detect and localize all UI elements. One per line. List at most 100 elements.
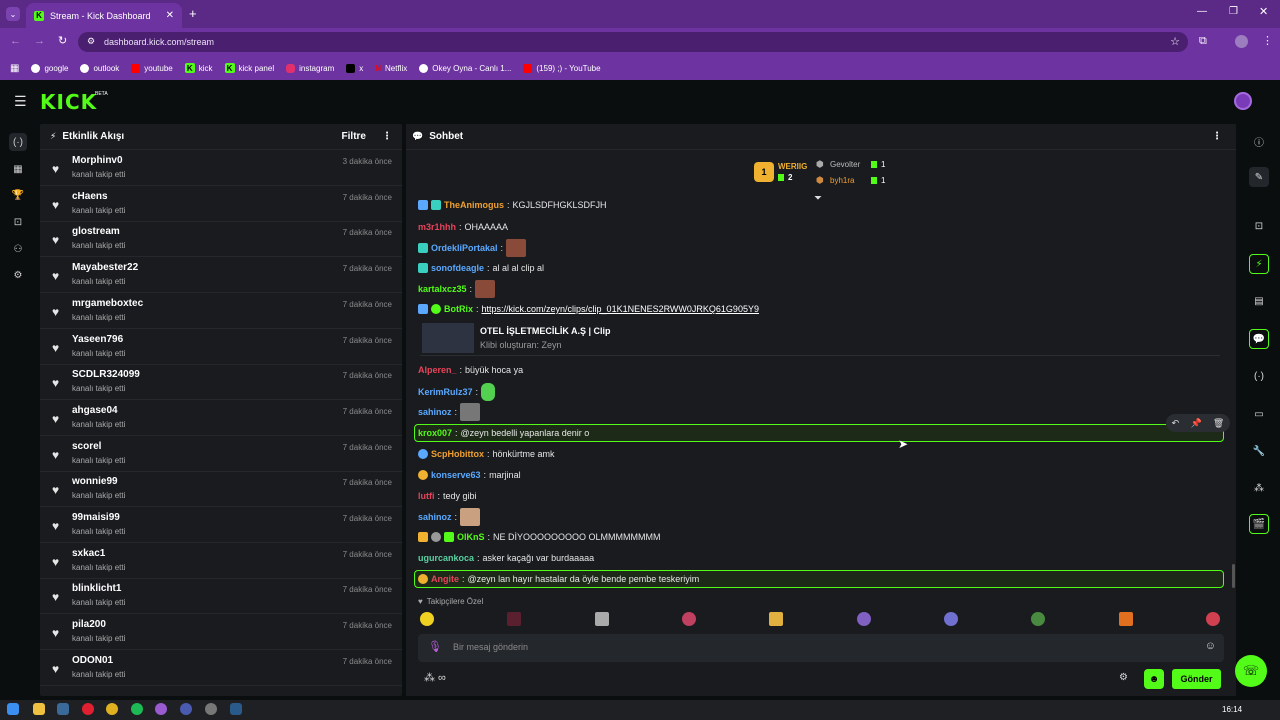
collapse-leaderboard-icon[interactable]: ⏷ (814, 193, 822, 204)
emote-icon[interactable] (943, 612, 958, 626)
chat-tools-icon[interactable]: ⁂ ∞ (424, 672, 446, 684)
emoji-picker-icon[interactable]: ☺ (1204, 640, 1216, 652)
chat-username[interactable]: ScpHobittox (431, 449, 484, 459)
follower-name[interactable]: wonnie99 (72, 476, 118, 488)
activity-item[interactable]: ♥ cHaens kanalı takip etti 7 dakika önce (40, 186, 402, 222)
follower-name[interactable]: SCDLR324099 (72, 369, 140, 381)
bookmark-google[interactable]: google (31, 63, 68, 73)
browser-taskbar-icon[interactable] (155, 703, 167, 715)
chat-username[interactable]: m3r1hhh (418, 222, 457, 232)
follower-name[interactable]: mrgameboxtec (72, 297, 144, 309)
emote-icon[interactable] (856, 612, 871, 626)
bookmark-youtube[interactable]: youtube (131, 63, 173, 73)
broadcast-icon[interactable]: (·) (1254, 370, 1264, 382)
chat-username[interactable]: kartalxcz35 (418, 284, 467, 294)
emote-icon[interactable] (1031, 612, 1046, 626)
bookmark-instagram[interactable]: instagram (286, 63, 334, 73)
follower-name[interactable]: blinklicht1 (72, 583, 122, 595)
close-window-icon[interactable]: ✕ (1259, 6, 1269, 18)
activity-item[interactable]: ♥ wonnie99 kanalı takip etti 7 dakika önce (40, 471, 402, 508)
tab-close-icon[interactable]: ✕ (165, 10, 174, 21)
opera-icon[interactable] (82, 703, 94, 715)
chat-username[interactable]: konserve63 (431, 470, 481, 480)
chat-username[interactable]: Alperen_ (418, 365, 457, 375)
browser-menu-icon[interactable]: ⋮ (1262, 35, 1273, 47)
site-info-icon[interactable]: ⚙ (87, 36, 96, 46)
emote-icon[interactable] (769, 612, 784, 626)
pin-icon[interactable]: 📌 (1190, 417, 1202, 428)
moderation-tools-icon[interactable]: ⊡ (1254, 220, 1264, 232)
bookmark-netflix[interactable]: N Netflix (375, 63, 408, 73)
emote-icon[interactable] (681, 612, 696, 626)
emote-icon[interactable] (1205, 612, 1220, 626)
app-taskbar-icon[interactable] (180, 703, 192, 715)
chrome-icon[interactable] (106, 703, 118, 715)
app-taskbar-icon-2[interactable] (205, 703, 217, 715)
activity-item[interactable]: ♥ pila200 kanalı takip etti 7 dakika önce (40, 614, 402, 651)
bookmark-outlook[interactable]: outlook (80, 63, 119, 73)
follower-name[interactable]: ODON01 (72, 654, 114, 666)
quick-actions-icon[interactable]: ⚡ (1249, 254, 1269, 274)
activity-item[interactable]: ♥ scorel kanalı takip etti 7 dakika önce (40, 436, 402, 472)
bookmark-x[interactable]: x (346, 63, 363, 73)
chat-toggle-icon[interactable]: 💬 (1249, 329, 1269, 349)
follower-name[interactable]: glostream (72, 226, 120, 238)
activity-item[interactable]: ♥ mrgameboxtec kanalı takip etti 7 dakika ö… (40, 293, 402, 329)
settings-icon[interactable]: ⚙ (13, 269, 23, 281)
kick-logo[interactable]: KICK (40, 90, 98, 114)
emote-icon[interactable] (420, 612, 434, 626)
activity-item[interactable]: ♥ blinklicht1 kanalı takip etti 7 dakika ön… (40, 578, 402, 615)
apps-grid-icon[interactable]: ▦ (10, 62, 20, 74)
chat-username[interactable]: sahinoz (418, 407, 452, 417)
chat-username[interactable]: KerimRulz37 (418, 387, 473, 397)
forward-icon[interactable]: → (34, 35, 45, 47)
follower-name[interactable]: sxkac1 (72, 547, 106, 559)
edit-icon[interactable]: ✎ (1249, 167, 1269, 187)
activity-item[interactable]: ♥ ODON01 kanalı takip etti 7 dakika önce (40, 650, 402, 686)
clip-link[interactable]: https://kick.com/zeyn/clips/clip_01K1NEN… (481, 304, 759, 314)
follower-name[interactable]: Morphinv0 (72, 155, 123, 166)
wrench-icon[interactable]: 🔧 (1252, 445, 1266, 457)
reply-icon[interactable]: ↶ (1171, 417, 1180, 428)
address-bar[interactable]: ⚙ dashboard.kick.com/stream ☆ (78, 32, 1188, 52)
follower-name[interactable]: Yaseen796 (72, 333, 124, 345)
support-button[interactable]: ☏ (1235, 655, 1267, 687)
chat-username[interactable]: lutfi (418, 491, 435, 501)
profile-avatar[interactable] (1235, 35, 1248, 48)
activity-item[interactable]: ♥ Mayabester22 kanalı takip etti 7 dakika ö… (40, 257, 402, 294)
start-icon[interactable] (7, 703, 19, 715)
emote-icon[interactable] (1118, 612, 1133, 626)
browser-tab-active[interactable]: K Stream - Kick Dashboard ✕ (26, 3, 182, 28)
activity-item[interactable]: ♥ sxkac1 kanalı takip etti 7 dakika önce (40, 543, 402, 579)
bookmark-youtube-2[interactable]: (159) ;) - YouTube (523, 63, 601, 73)
microphone-icon[interactable]: 🎙 (428, 641, 442, 653)
emote-icon[interactable] (507, 612, 522, 626)
activity-item[interactable]: ♥ glostream kanalı takip etti 7 dakika önce (40, 221, 402, 258)
stream-broadcast-icon[interactable]: (·) (9, 133, 27, 151)
steam-icon[interactable] (57, 703, 69, 715)
layout-icon[interactable]: ▭ (1254, 408, 1264, 420)
emote-icon[interactable] (594, 612, 609, 626)
chat-input-box[interactable]: 🎙 Bir mesaj gönderin ☺ (418, 634, 1224, 662)
send-button[interactable]: Gönder (1172, 669, 1221, 689)
tab-search-icon[interactable]: ⌄ (6, 7, 20, 21)
chat-more-icon[interactable]: ⋮ (1212, 131, 1222, 142)
delete-icon[interactable]: 🗑 (1212, 417, 1225, 428)
user-avatar[interactable] (1234, 92, 1252, 110)
activity-item[interactable]: ♥ 99maisi99 kanalı takip etti 7 dakika önce (40, 507, 402, 543)
chat-username[interactable]: BotRix (444, 304, 473, 314)
chat-username[interactable]: sahinoz (418, 512, 452, 522)
trophy-icon[interactable]: 🏆 (11, 189, 25, 201)
file-explorer-icon[interactable] (33, 703, 45, 715)
reload-icon[interactable]: ↻ (58, 35, 68, 47)
chat-scrollbar[interactable] (1232, 564, 1235, 588)
chat-settings-icon[interactable]: ⚙ (1119, 672, 1128, 683)
filter-button[interactable]: Filtre (341, 131, 366, 142)
activity-item[interactable]: ♥ ahgase04 kanalı takip etti 7 dakika önce (40, 400, 402, 436)
chat-username[interactable]: sonofdeagle (431, 263, 485, 273)
dashboard-icon[interactable]: ▦ (13, 163, 23, 175)
restore-icon[interactable]: ❐ (1229, 6, 1238, 17)
hamburger-menu-icon[interactable]: ☰ (14, 93, 27, 109)
